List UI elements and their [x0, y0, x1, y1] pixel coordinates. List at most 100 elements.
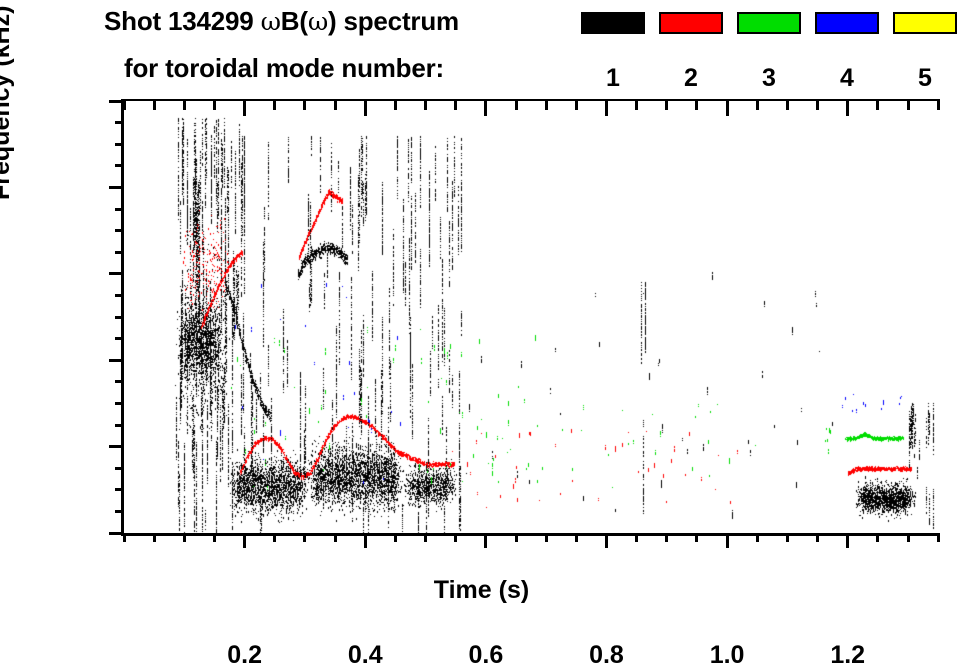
- x-tick-top-0.7: [544, 101, 548, 110]
- x-tick-label-0.6: 0.6: [468, 641, 504, 669]
- omega-symbol-1: ω: [260, 7, 281, 36]
- x-tick-top-0.1: [182, 101, 186, 110]
- x-tick-top-1.05: [755, 101, 759, 110]
- x-tick-minor-1.1: [785, 533, 789, 542]
- x-tick-minor-0.05: [152, 533, 156, 542]
- legend-swatch-n3: [737, 12, 801, 34]
- y-tick-major-80: [109, 185, 124, 189]
- x-tick-top-0.45: [393, 101, 397, 110]
- y-tick-minor-35: [115, 380, 124, 384]
- x-tick-minor-0.95: [695, 533, 699, 542]
- x-tick-top-0.65: [514, 101, 518, 110]
- x-tick-label-1.2: 1.2: [830, 641, 866, 669]
- legend-item-n2: 2: [659, 12, 723, 92]
- y-tick-minor-15: [115, 466, 124, 470]
- x-tick-major-0.8: [604, 533, 608, 548]
- x-tick-label-1.0: 1.0: [709, 641, 745, 669]
- x-tick-top-1.2: [846, 101, 850, 116]
- spectrogram-canvas: [124, 101, 940, 533]
- x-tick-major-1.2: [846, 533, 850, 548]
- x-tick-minor-0.55: [454, 533, 458, 542]
- x-axis-title: Time (s): [433, 576, 530, 604]
- x-tick-minor-0.7: [544, 533, 548, 542]
- title-spectrum-text: ) spectrum: [328, 6, 459, 36]
- x-tick-minor-1.15: [816, 533, 820, 542]
- x-tick-top-1: [725, 101, 729, 116]
- y-tick-minor-90: [115, 142, 124, 146]
- x-tick-top-1.3: [906, 101, 910, 110]
- figure-title: Shot 134299 ωB(ω) spectrum for toroidal …: [0, 0, 963, 96]
- x-tick-top-0.8: [604, 101, 608, 116]
- x-tick-major-1: [725, 533, 729, 548]
- x-tick-minor-0.75: [574, 533, 578, 542]
- x-tick-major-0.4: [363, 533, 367, 548]
- legend-label-n3: 3: [762, 64, 776, 92]
- y-tick-minor-10: [115, 488, 124, 492]
- y-tick-minor-70: [115, 229, 124, 233]
- x-tick-top-0.05: [152, 101, 156, 110]
- x-tick-top-0.2: [243, 101, 247, 116]
- legend-swatch-n4: [815, 12, 879, 34]
- x-tick-minor-1.3: [906, 533, 910, 542]
- x-tick-top-1.35: [936, 101, 940, 110]
- legend-swatch-n2: [659, 12, 723, 34]
- y-tick-minor-65: [115, 250, 124, 254]
- y-tick-major-20: [109, 445, 124, 449]
- plot-top-border: [121, 99, 940, 102]
- legend-label-n4: 4: [840, 64, 854, 92]
- x-tick-minor-0.3: [303, 533, 307, 542]
- x-tick-minor-0.65: [514, 533, 518, 542]
- legend-item-n4: 4: [815, 12, 879, 92]
- legend: 1 2 3 4 5: [0, 0, 963, 96]
- y-tick-minor-50: [115, 315, 124, 319]
- x-tick-minor-0.85: [635, 533, 639, 542]
- x-tick-top-1.15: [816, 101, 820, 110]
- x-tick-minor-0.5: [424, 533, 428, 542]
- legend-swatch-n1: [581, 12, 645, 34]
- x-tick-top-0.4: [363, 101, 367, 116]
- y-tick-minor-95: [115, 121, 124, 125]
- x-tick-top-0.55: [454, 101, 458, 110]
- x-tick-top-0.9: [665, 101, 669, 110]
- x-tick-minor-0.9: [665, 533, 669, 542]
- y-axis-title: Frequency (kHz): [0, 5, 15, 200]
- y-tick-major-60: [109, 272, 124, 276]
- x-tick-top-0.35: [333, 101, 337, 110]
- title-line-2: for toroidal mode number:: [124, 53, 445, 83]
- x-tick-top-1.1: [785, 101, 789, 110]
- legend-label-n2: 2: [684, 64, 698, 92]
- x-tick-major-0.2: [243, 533, 247, 548]
- x-tick-top-0.5: [424, 101, 428, 110]
- y-tick-minor-30: [115, 401, 124, 405]
- x-tick-minor-0.35: [333, 533, 337, 542]
- title-b-text: B(: [280, 6, 308, 36]
- y-tick-minor-25: [115, 423, 124, 427]
- x-tick-label-0.2: 0.2: [227, 641, 262, 669]
- legend-item-n5: 5: [893, 12, 957, 92]
- x-tick-top-0: [122, 101, 126, 110]
- y-tick-minor-5: [115, 509, 124, 513]
- y-tick-minor-45: [115, 337, 124, 341]
- x-tick-minor-0: [122, 533, 126, 542]
- y-tick-minor-75: [115, 207, 124, 211]
- x-tick-top-0.85: [635, 101, 639, 110]
- plot-area: 0204060801000.20.40.60.81.01.2: [109, 99, 940, 669]
- x-tick-minor-1.05: [755, 533, 759, 542]
- x-tick-minor-0.25: [273, 533, 277, 542]
- x-tick-top-0.75: [574, 101, 578, 110]
- y-tick-major-40: [109, 358, 124, 362]
- legend-item-n3: 3: [737, 12, 801, 92]
- x-tick-label-0.4: 0.4: [347, 641, 383, 669]
- legend-swatch-n5: [893, 12, 957, 34]
- x-tick-minor-0.45: [393, 533, 397, 542]
- x-tick-top-0.95: [695, 101, 699, 110]
- legend-item-n1: 1: [581, 12, 645, 92]
- x-tick-major-0.6: [484, 533, 488, 548]
- x-tick-minor-0.15: [212, 533, 216, 542]
- x-tick-top-0.15: [212, 101, 216, 110]
- x-tick-top-0.25: [273, 101, 277, 110]
- y-tick-minor-55: [115, 293, 124, 297]
- legend-label-n5: 5: [918, 64, 932, 92]
- legend-label-n1: 1: [606, 64, 620, 92]
